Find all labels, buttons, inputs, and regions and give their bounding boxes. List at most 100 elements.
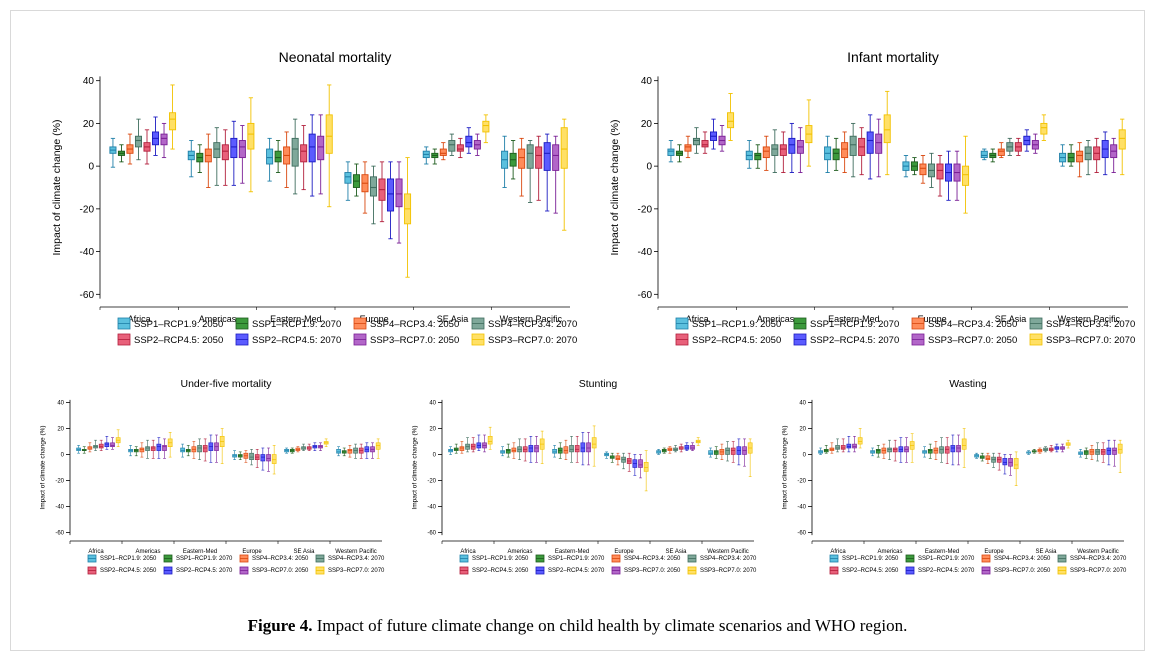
box-ssp4-rcp3-4-2050-se-asia <box>439 142 447 161</box>
box-iqr <box>962 165 970 186</box>
box-iqr <box>1083 450 1089 455</box>
y-tick-label: -40 <box>55 505 64 511</box>
box-ssp4-rcp3-4-2070-americas <box>145 439 150 459</box>
box-ssp1-rcp1-9-2050-africa <box>818 447 823 455</box>
box-ssp2-rcp4-5-2050-europe <box>254 449 260 468</box>
box-iqr <box>701 140 709 148</box>
box-iqr <box>708 450 713 455</box>
box-ssp3-rcp7-0-2070-se-asia <box>1040 114 1048 141</box>
box-iqr <box>615 455 621 461</box>
legend-label-ssp2-rcp4-5-2050: SSP2–RCP4.5: 2050 <box>842 568 899 574</box>
box-ssp4-rcp3-4-2050-se-asia <box>667 446 673 454</box>
box-ssp2-rcp4-5-2050-africa <box>98 439 104 451</box>
wasting-chart: Wasting Impact of climate change (%) 40 20 0… <box>781 378 1127 575</box>
box-iqr <box>857 437 863 445</box>
y-tick-label: 40 <box>799 401 806 407</box>
legend-label-ssp1-rcp1-9-2050: SSP1–RCP1.9: 2050 <box>472 556 529 562</box>
box-iqr <box>950 445 956 453</box>
box-iqr <box>375 442 381 450</box>
box-ssp1-rcp1-9-2070-western-pacific <box>509 140 517 180</box>
box-iqr <box>448 140 456 152</box>
y-tick-label: -60 <box>427 531 436 537</box>
y-tick-label: 20 <box>57 427 64 433</box>
y-axis-label: Impact of climate change (%) <box>411 425 418 509</box>
box-ssp1-rcp1-9-2070-western-pacific <box>713 446 719 459</box>
box-iqr <box>162 445 167 451</box>
box-ssp3-rcp7-0-2050-western-pacific <box>370 442 375 459</box>
box-ssp3-rcp7-0-2070-western-pacific <box>1117 439 1123 473</box>
box-ssp2-rcp4-5-2070-se-asia <box>465 127 473 154</box>
box-ssp1-rcp1-9-2070-europe <box>609 452 615 463</box>
box-ssp1-rcp1-9-2050-se-asia <box>284 447 289 454</box>
legend-label-ssp2-rcp4-5-2070: SSP2–RCP4.5: 2070 <box>810 335 899 346</box>
box-iqr <box>260 454 266 462</box>
box-ssp4-rcp3-4-2070-africa <box>835 438 840 453</box>
box-ssp3-rcp7-0-2070-europe <box>962 135 970 214</box>
box-iqr <box>238 140 246 159</box>
box-ssp2-rcp4-5-2050-africa <box>143 129 151 165</box>
box-ssp1-rcp1-9-2050-africa <box>667 140 675 163</box>
y-tick-label: 20 <box>799 427 806 433</box>
box-ssp4-rcp3-4-2050-americas <box>762 135 770 171</box>
box-iqr <box>344 172 352 184</box>
box-ssp3-rcp7-0-2070-western-pacific <box>375 438 381 459</box>
legend-label-ssp1-rcp1-9-2070: SSP1–RCP1.9: 2070 <box>810 319 899 330</box>
caption-text: Impact of future climate change on child… <box>316 616 908 635</box>
box-ssp2-rcp4-5-2070-se-asia <box>684 442 690 451</box>
chart-title: Stunting <box>579 378 618 390</box>
box-iqr <box>543 142 551 171</box>
box-ssp4-rcp3-4-2050-africa <box>829 442 835 454</box>
box-ssp4-rcp3-4-2070-americas <box>517 438 522 460</box>
legend-label-ssp3-rcp7-0-2050: SSP3–RCP7.0: 2050 <box>928 335 1017 346</box>
category-label-se-asia: SE Asia <box>665 549 687 555</box>
box-iqr <box>574 445 580 453</box>
box-iqr <box>638 459 643 468</box>
box-iqr <box>939 446 944 454</box>
box-iqr <box>887 447 892 453</box>
box-iqr <box>197 445 202 453</box>
y-tick-label: 40 <box>57 401 64 407</box>
legend-label-ssp2-rcp4-5-2050: SSP2–RCP4.5: 2050 <box>134 335 223 346</box>
box-iqr <box>956 445 961 453</box>
box-ssp4-rcp3-4-2050-se-asia <box>997 142 1005 159</box>
box-ssp2-rcp4-5-2070-americas <box>898 437 904 463</box>
box-ssp3-rcp7-0-2070-western-pacific <box>1118 118 1126 176</box>
box-ssp3-rcp7-0-2070-se-asia <box>1065 439 1071 449</box>
box-ssp3-rcp7-0-2070-africa <box>169 84 177 150</box>
box-ssp1-rcp1-9-2050-europe <box>232 450 237 460</box>
box-ssp2-rcp4-5-2050-europe <box>378 161 386 223</box>
box-ssp1-rcp1-9-2050-western-pacific <box>336 446 341 457</box>
y-tick-label: 0 <box>61 453 65 459</box>
box-ssp4-rcp3-4-2070-se-asia <box>673 445 678 453</box>
box-ssp3-rcp7-0-2070-africa <box>727 93 735 141</box>
box-ssp1-rcp1-9-2070-eastern-med <box>557 442 563 459</box>
box-ssp1-rcp1-9-2070-se-asia <box>989 148 997 163</box>
box-iqr <box>439 148 447 156</box>
box-iqr <box>846 443 852 449</box>
category-label-africa: Africa <box>88 549 104 555</box>
category-label-eastern-med: Eastern-Med <box>925 549 959 555</box>
box-ssp1-rcp1-9-2070-se-asia <box>661 447 667 454</box>
box-ssp3-rcp7-0-2050-western-pacific <box>1110 137 1118 173</box>
box-ssp4-rcp3-4-2070-africa <box>93 439 98 451</box>
box-ssp3-rcp7-0-2050-western-pacific <box>742 438 747 467</box>
box-iqr <box>300 144 308 163</box>
box-iqr <box>1076 150 1084 163</box>
box-ssp1-rcp1-9-2050-eastern-med <box>922 446 927 458</box>
box-iqr <box>892 447 898 453</box>
legend-label-ssp1-rcp1-9-2070: SSP1–RCP1.9: 2070 <box>252 319 341 330</box>
chart-title: Under-five mortality <box>180 378 272 390</box>
box-iqr <box>369 176 378 197</box>
box-ssp3-rcp7-0-2070-africa <box>115 429 121 447</box>
box-ssp1-rcp1-9-2070-eastern-med <box>832 137 840 171</box>
y-tick-label: 20 <box>83 119 95 130</box>
box-iqr <box>505 449 511 454</box>
box-ssp3-rcp7-0-2070-europe <box>271 445 277 475</box>
box-ssp3-rcp7-0-2050-eastern-med <box>875 118 883 178</box>
box-ssp3-rcp7-0-2050-europe <box>953 150 961 201</box>
box-ssp1-rcp1-9-2070-africa <box>675 144 683 163</box>
box-iqr <box>247 122 255 150</box>
box-ssp4-rcp3-4-2050-africa <box>126 133 134 165</box>
box-ssp2-rcp4-5-2070-africa <box>151 116 160 156</box>
box-iqr <box>386 178 395 212</box>
